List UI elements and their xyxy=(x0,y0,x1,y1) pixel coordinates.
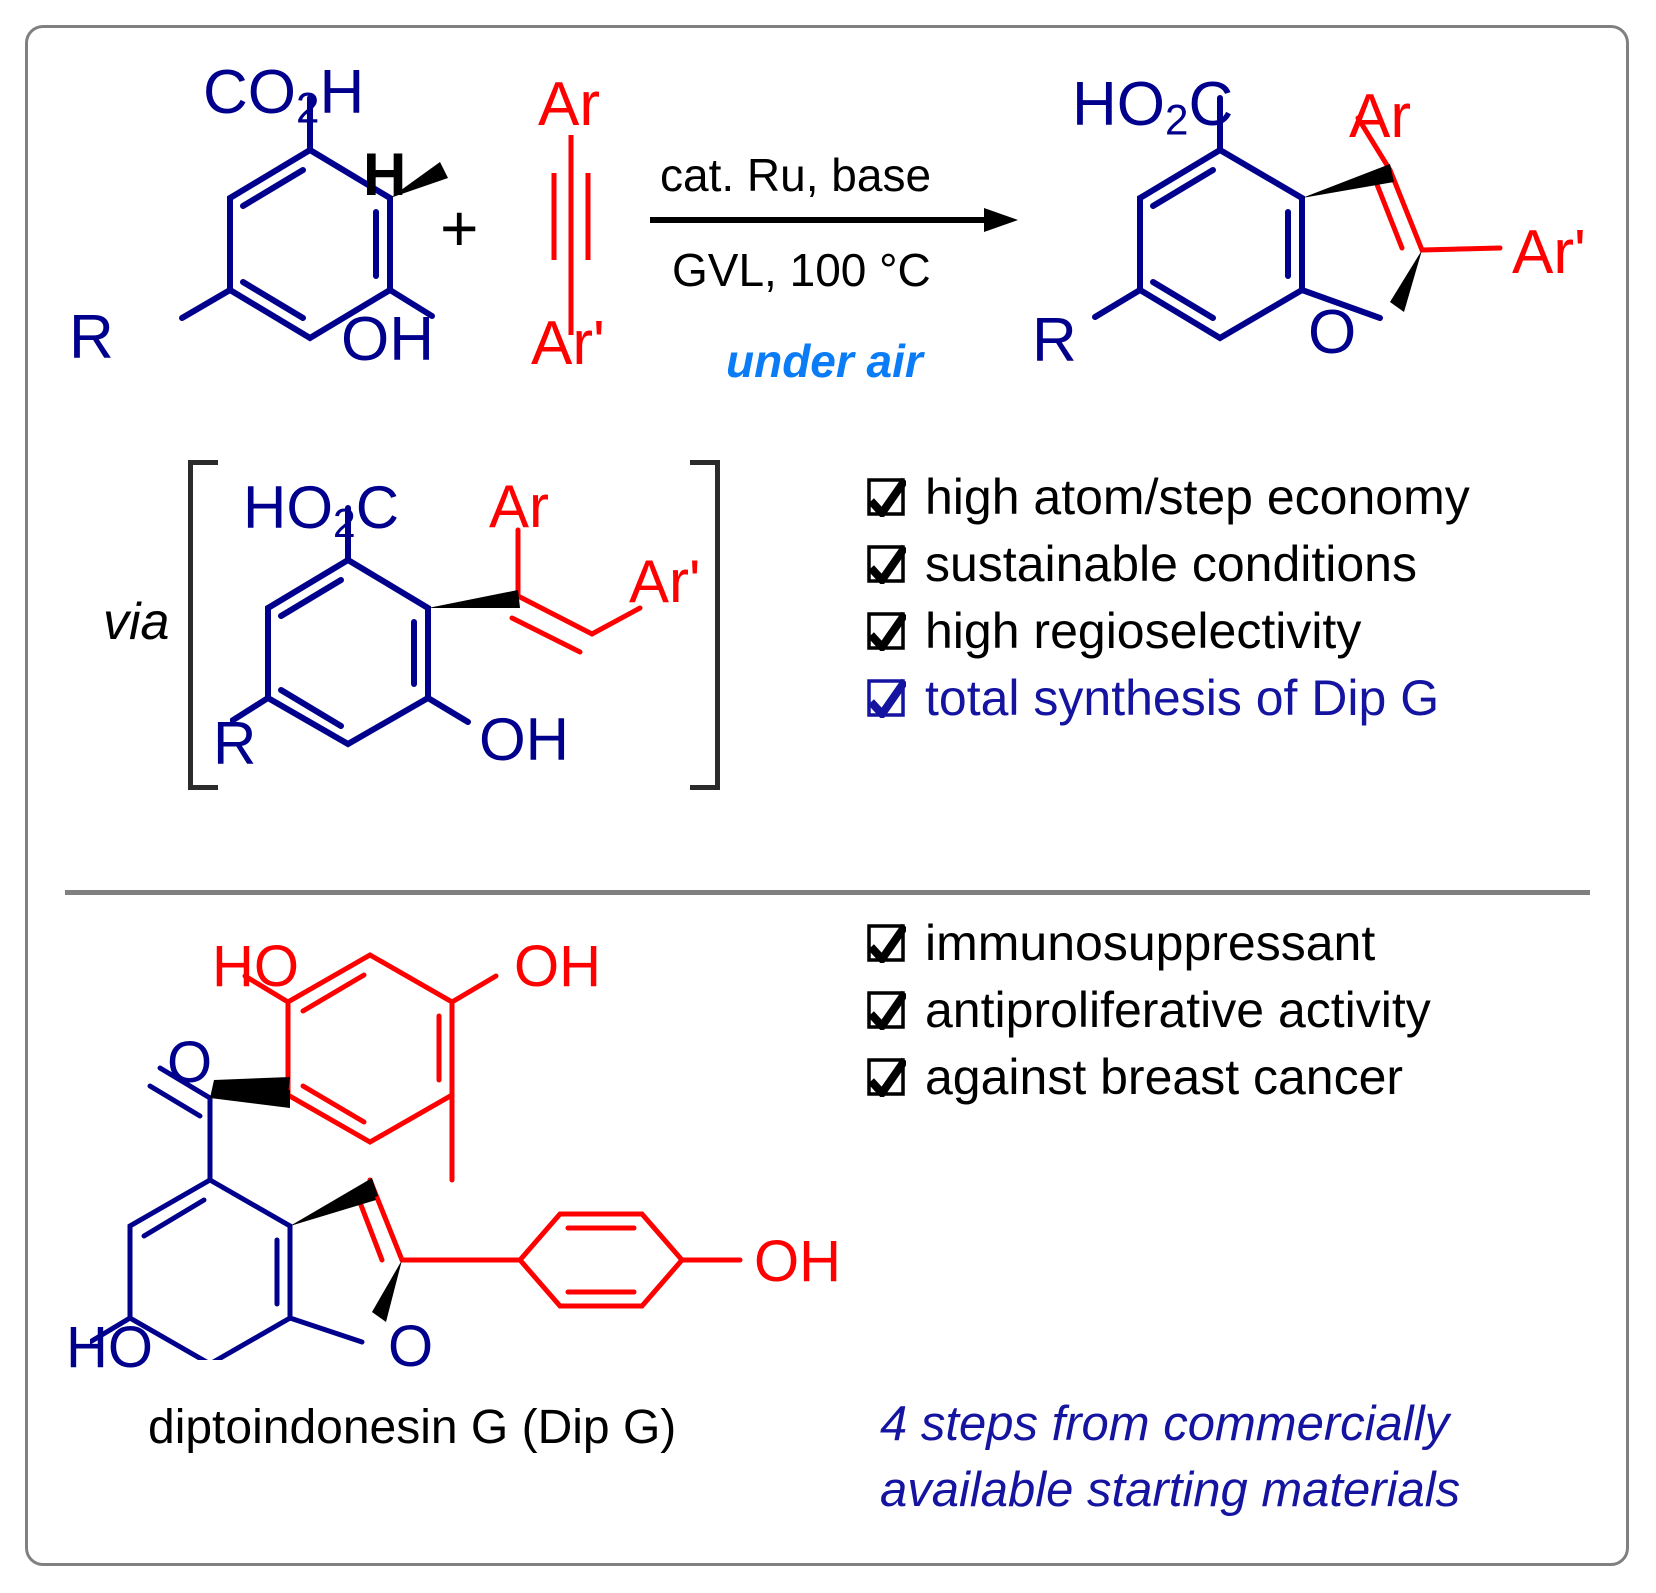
dipg-wedge-bonds xyxy=(210,1077,376,1226)
substrate-structure xyxy=(179,95,448,342)
dipg-oh-right-label: OH xyxy=(754,1229,841,1294)
dipg-ketone-o-label: O xyxy=(167,1030,213,1095)
footnote-line-2: available starting materials xyxy=(880,1462,1461,1517)
checked-box-icon xyxy=(866,477,906,517)
product-r-label: R xyxy=(1032,306,1077,375)
footnote-line-1: 4 steps from commercially xyxy=(880,1397,1450,1451)
product-structure xyxy=(1092,95,1503,342)
alkyne-triple-bond xyxy=(551,135,591,335)
intermediate-oh-label: OH xyxy=(479,706,569,773)
substrate-r-label: R xyxy=(69,303,114,372)
highlight-item: sustainable conditions xyxy=(866,539,1470,589)
checked-box-icon xyxy=(866,611,906,651)
highlight-item: total synthesis of Dip G xyxy=(866,673,1470,723)
checked-box-icon xyxy=(866,678,906,718)
highlight-item-label: high regioselectivity xyxy=(925,603,1362,659)
conditions-above-arrow: cat. Ru, base xyxy=(660,149,932,201)
bioactivity-list: immunosuppressant antiproliferative activ… xyxy=(866,918,1431,1119)
intermediate-structure xyxy=(230,505,643,748)
bracket-left xyxy=(188,460,218,790)
alkyne-ar-prime-label: Ar' xyxy=(531,309,605,378)
checked-box-icon xyxy=(866,1057,906,1097)
bioactivity-item: against breast cancer xyxy=(866,1052,1431,1102)
highlight-item-label: total synthesis of Dip G xyxy=(925,670,1440,726)
conditions-emphasis: under air xyxy=(726,335,923,387)
bracket-right xyxy=(690,460,720,790)
highlights-list: high atom/step economy sustainable condit… xyxy=(866,472,1470,740)
bioactivity-item-label: immunosuppressant xyxy=(925,915,1376,971)
bioactivity-item-label: against breast cancer xyxy=(925,1049,1404,1105)
checked-box-icon xyxy=(866,544,906,584)
conditions-below-arrow: GVL, 100 °C xyxy=(672,244,931,296)
product-ho2c-label: HO2C xyxy=(1072,70,1234,144)
substrate-oh-label: OH xyxy=(341,305,434,374)
product-ar-prime-label: Ar' xyxy=(1512,218,1586,287)
checked-box-icon xyxy=(866,990,906,1030)
via-label: via xyxy=(103,593,170,651)
product-furan-o-label: O xyxy=(1308,298,1357,367)
bioactivity-item-label: antiproliferative activity xyxy=(925,982,1431,1038)
bioactivity-item: immunosuppressant xyxy=(866,918,1431,968)
highlight-item: high regioselectivity xyxy=(866,606,1470,656)
dipg-ho-bottom-left-label: HO xyxy=(66,1315,153,1380)
highlight-item-label: high atom/step economy xyxy=(925,469,1470,525)
dipg-oh-top-right-label: OH xyxy=(514,934,601,999)
dipg-furan-o-label: O xyxy=(388,1314,434,1379)
dipg-caption: diptoindonesin G (Dip G) xyxy=(148,1401,677,1454)
intermediate-ho2c-label: HO2C xyxy=(243,474,400,546)
intermediate-ar-label: Ar xyxy=(489,473,549,540)
plus-sign: + xyxy=(440,191,479,265)
substrate-co2h-label: CO2H xyxy=(203,58,365,132)
intermediate-ar-prime-label: Ar' xyxy=(629,548,701,615)
highlight-item: high atom/step economy xyxy=(866,472,1470,522)
intermediate-r-label: R xyxy=(213,710,257,777)
dipg-ho-top-left-label: HO xyxy=(212,934,299,999)
alkyne-ar-label: Ar xyxy=(538,70,600,139)
reaction-arrow xyxy=(650,208,1018,232)
section-divider xyxy=(65,890,1590,895)
checked-box-icon xyxy=(866,923,906,963)
highlight-item-label: sustainable conditions xyxy=(925,536,1417,592)
substrate-h-label: H xyxy=(363,141,407,208)
footnote: 4 steps from commercially available star… xyxy=(880,1392,1460,1523)
product-ar-label: Ar xyxy=(1349,82,1411,151)
bioactivity-item: antiproliferative activity xyxy=(866,985,1431,1035)
